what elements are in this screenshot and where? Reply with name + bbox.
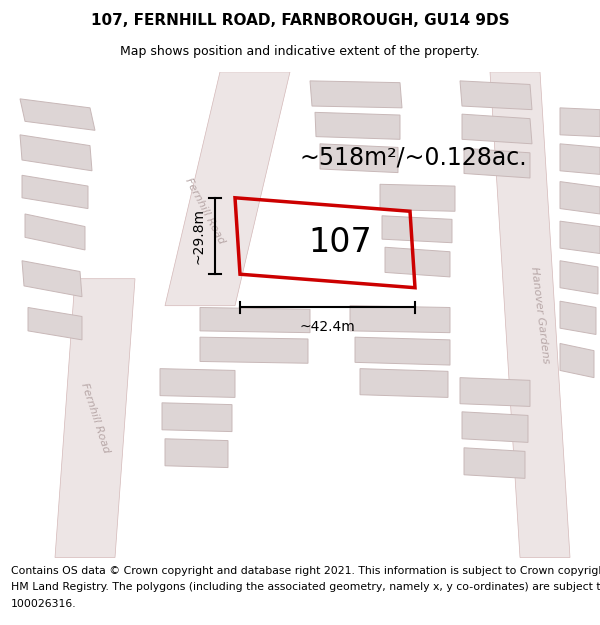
Text: 100026316.: 100026316. <box>11 599 76 609</box>
Polygon shape <box>560 261 598 294</box>
Text: 107: 107 <box>308 226 372 259</box>
Polygon shape <box>460 81 532 109</box>
Polygon shape <box>20 99 95 131</box>
Polygon shape <box>200 308 310 332</box>
Polygon shape <box>464 448 525 478</box>
Polygon shape <box>380 184 455 211</box>
Text: Contains OS data © Crown copyright and database right 2021. This information is : Contains OS data © Crown copyright and d… <box>11 566 600 576</box>
Polygon shape <box>560 344 594 377</box>
Polygon shape <box>22 175 88 209</box>
Polygon shape <box>360 369 448 398</box>
Polygon shape <box>355 337 450 365</box>
Polygon shape <box>55 279 135 558</box>
Text: ~29.8m: ~29.8m <box>191 208 205 264</box>
Text: HM Land Registry. The polygons (including the associated geometry, namely x, y c: HM Land Registry. The polygons (includin… <box>11 582 600 592</box>
Polygon shape <box>462 412 528 442</box>
Polygon shape <box>160 369 235 398</box>
Polygon shape <box>462 114 532 144</box>
Text: Hanover Gardens: Hanover Gardens <box>529 266 551 364</box>
Polygon shape <box>560 144 600 174</box>
Polygon shape <box>162 403 232 432</box>
Polygon shape <box>385 248 450 277</box>
Polygon shape <box>560 108 600 137</box>
Polygon shape <box>560 221 600 254</box>
Polygon shape <box>20 135 92 171</box>
Polygon shape <box>22 261 82 297</box>
Text: ~518m²/~0.128ac.: ~518m²/~0.128ac. <box>300 145 527 169</box>
Polygon shape <box>320 144 398 172</box>
Text: ~42.4m: ~42.4m <box>299 320 355 334</box>
Polygon shape <box>560 301 596 334</box>
Polygon shape <box>165 439 228 468</box>
Text: Fernhill Road: Fernhill Road <box>79 382 111 454</box>
Polygon shape <box>460 378 530 406</box>
Polygon shape <box>350 306 450 332</box>
Polygon shape <box>200 337 308 363</box>
Text: Fernhill Road: Fernhill Road <box>184 177 227 246</box>
Polygon shape <box>310 81 402 108</box>
Polygon shape <box>560 182 600 214</box>
Polygon shape <box>25 214 85 250</box>
Polygon shape <box>28 308 82 340</box>
Polygon shape <box>165 72 290 306</box>
Polygon shape <box>382 216 452 242</box>
Polygon shape <box>315 112 400 139</box>
Text: 107, FERNHILL ROAD, FARNBOROUGH, GU14 9DS: 107, FERNHILL ROAD, FARNBOROUGH, GU14 9D… <box>91 12 509 28</box>
Polygon shape <box>490 72 570 558</box>
Polygon shape <box>464 148 530 178</box>
Text: Map shows position and indicative extent of the property.: Map shows position and indicative extent… <box>120 45 480 58</box>
